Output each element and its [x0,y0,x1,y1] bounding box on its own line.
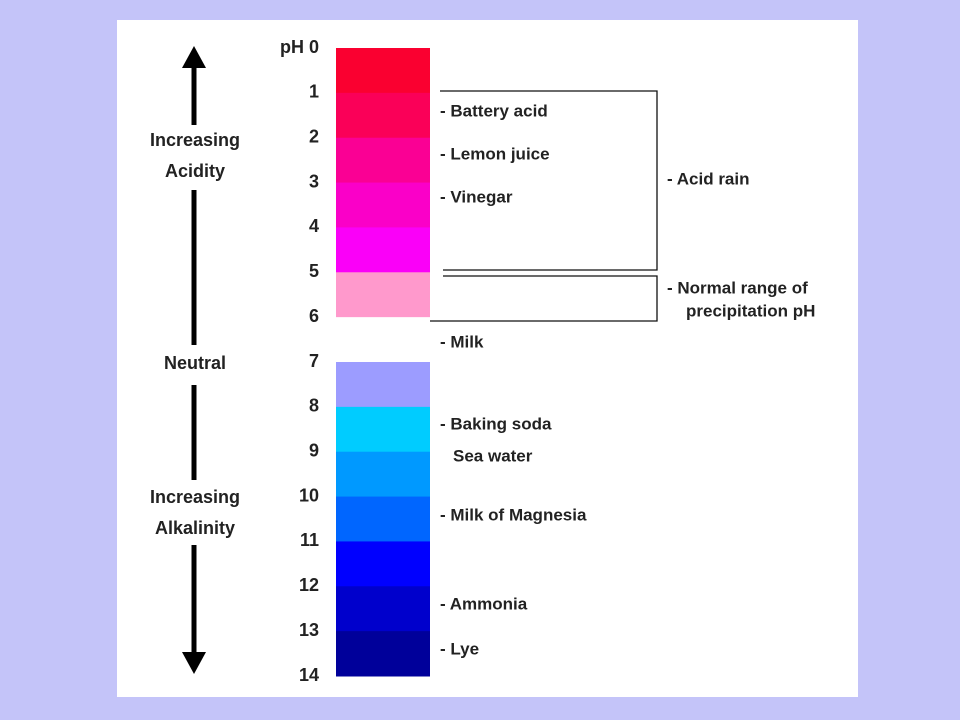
ph-segment [336,92,430,139]
ph-segment [336,496,430,542]
arrow-head-up [182,46,206,68]
acid-rain-bracket [440,90,658,271]
substance-label: Sea water [453,446,533,465]
side-label: Increasing [150,130,240,150]
ph-label: 5 [309,261,319,281]
side-label: Alkalinity [155,518,235,538]
ph-segment [336,227,430,273]
ph-label: 9 [309,440,319,460]
color-bar [336,48,430,677]
ph-segment [336,362,430,408]
side-label: Increasing [150,487,240,507]
bracket-label: - Normal range of [667,278,808,297]
ph-label: 4 [309,216,319,236]
ph-segment [336,317,430,363]
ph-segment [336,586,430,632]
ph-segment [336,48,430,94]
ph-segment [336,272,430,318]
substance-label: - Lemon juice [440,144,550,163]
ph-label: 6 [309,306,319,326]
ph-label: 10 [299,485,319,505]
ph-label: 3 [309,171,319,191]
bracket-label: precipitation pH [686,301,815,320]
substance-label: - Ammonia [440,594,528,613]
ph-label: pH 0 [280,37,319,57]
side-label: Neutral [164,353,226,373]
panel [117,20,858,697]
ph-label: 14 [299,665,319,685]
ph-label: 13 [299,620,319,640]
substance-label: - Milk of Magnesia [440,505,587,524]
ph-segment [336,182,430,228]
ph-segment [336,631,430,677]
normal-range-bracket [430,275,658,322]
ph-label: 1 [309,82,319,102]
ph-label: 11 [300,530,319,550]
substance-label: - Vinegar [440,187,513,206]
arrow-head-down [182,652,206,674]
ph-segment [336,137,430,184]
ph-segment [336,406,430,453]
substance-label: - Baking soda [440,414,552,433]
ph-segment [336,541,430,587]
bracket-label: - Acid rain [667,169,750,188]
ph-segment [336,451,430,498]
ph-label: 2 [309,126,319,146]
substance-label: - Milk [440,332,484,351]
substance-label: - Battery acid [440,101,548,120]
ph-label: 12 [299,575,319,595]
ph-label: 7 [309,351,319,371]
ph-label: 8 [309,396,319,416]
side-label: Acidity [165,161,225,181]
substance-label: - Lye [440,639,479,658]
